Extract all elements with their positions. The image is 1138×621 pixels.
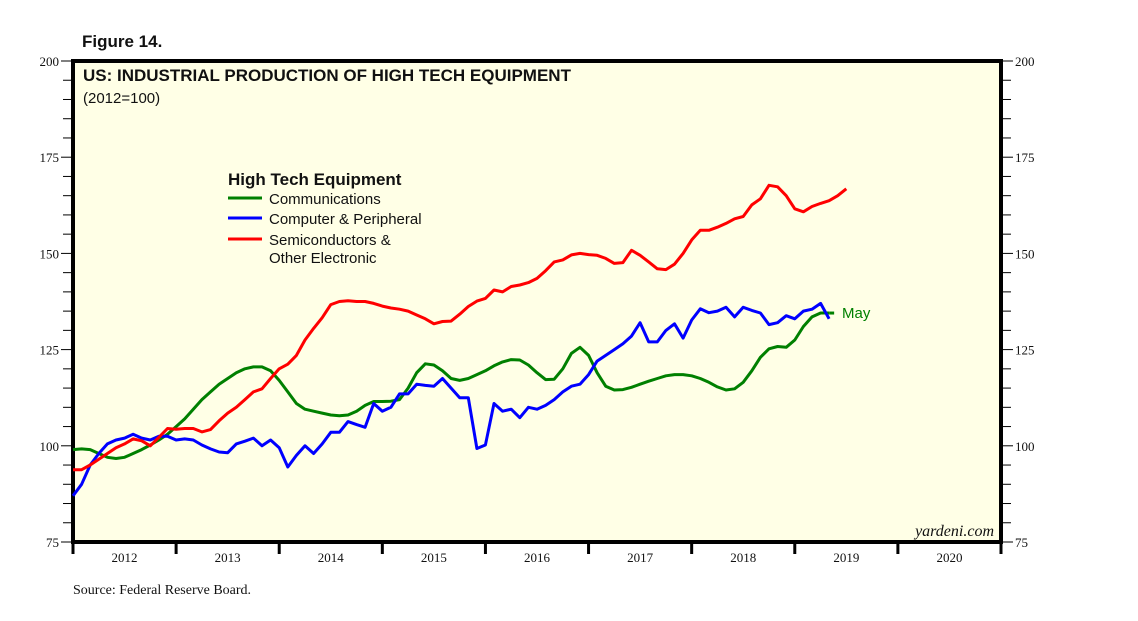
y-tick-label-left: 125 [40,343,60,358]
chart-subtitle: (2012=100) [83,90,160,107]
x-tick-label: 2019 [833,550,859,565]
legend-title: High Tech Equipment [228,170,402,189]
y-tick-label-right: 150 [1015,246,1035,261]
x-tick-label: 2018 [730,550,756,565]
y-tick-label-right: 75 [1015,535,1028,550]
y-tick-label-right: 125 [1015,343,1035,358]
figure-label: Figure 14. [82,32,163,51]
x-tick-label: 2016 [524,550,551,565]
x-tick-label: 2012 [112,550,138,565]
y-tick-label-right: 200 [1015,54,1035,69]
x-tick-label: 2020 [936,550,962,565]
x-tick-label: 2015 [421,550,447,565]
source-note: Source: Federal Reserve Board. [73,583,252,598]
x-tick-label: 2014 [318,550,345,565]
y-tick-label-left: 150 [40,246,60,261]
y-tick-label-right: 100 [1015,439,1035,454]
legend-label-2: Semiconductors & Other Electronic [269,232,391,267]
x-tick-label: 2017 [627,550,654,565]
watermark: yardeni.com [913,523,994,540]
y-tick-label-right: 175 [1015,150,1035,165]
y-tick-label-left: 175 [40,150,60,165]
y-tick-label-left: 75 [46,535,59,550]
series-line-2 [73,183,848,472]
plot-background [71,59,1003,544]
series-line-1 [71,301,831,497]
y-tick-label-left: 200 [40,54,60,69]
may-annotation: May [842,305,871,322]
legend: High Tech Equipment Communications Comput… [228,170,422,267]
series-line-0 [72,311,830,460]
legend-label-0: Communications [269,191,381,208]
legend-label-1: Computer & Peripheral [269,211,422,228]
x-tick-label: 2013 [215,550,241,565]
chart-title: US: INDUSTRIAL PRODUCTION OF HIGH TECH E… [83,66,572,85]
y-tick-label-left: 100 [40,439,60,454]
